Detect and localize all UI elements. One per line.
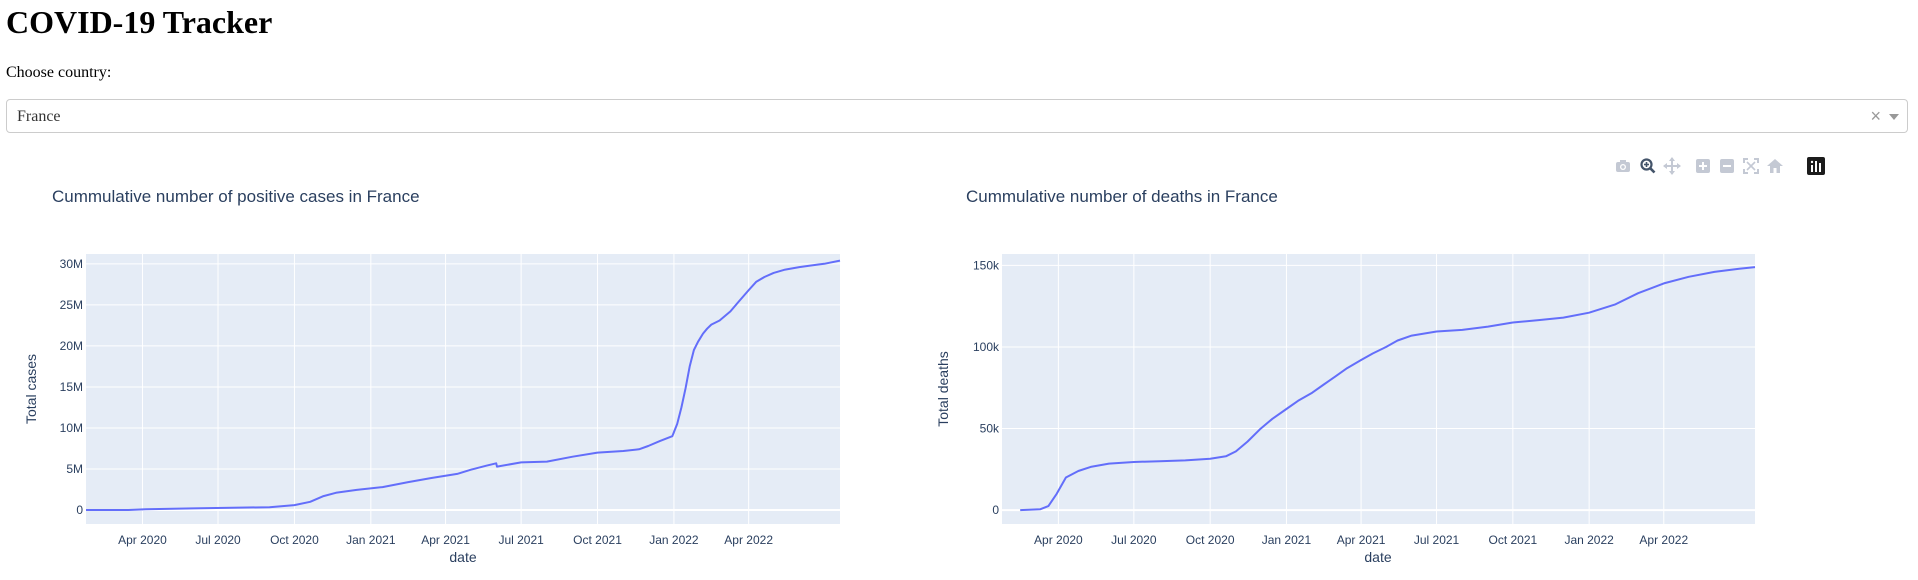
zoom-out-icon[interactable] [1717,156,1737,176]
plotly-logo-icon[interactable] [1806,156,1826,176]
y-tick-label: 10M [60,421,83,435]
autoscale-icon[interactable] [1741,156,1761,176]
y-tick-label: 15M [60,380,83,394]
cases-series-line [86,259,841,511]
x-tick-label: Apr 2020 [118,533,167,547]
x-tick-label: Jan 2021 [1262,533,1312,547]
x-axis-title: date [1364,549,1391,565]
x-tick-label: Oct 2021 [573,533,622,547]
x-tick-label: Jan 2022 [1564,533,1614,547]
x-tick-label: Jul 2020 [195,533,241,547]
x-tick-label: Oct 2020 [270,533,319,547]
plot-area[interactable] [86,254,840,524]
deaths-chart: Cummulative number of deaths in France A… [935,187,1756,565]
plot-area[interactable] [1002,254,1755,524]
reset-axes-icon[interactable] [1765,156,1785,176]
zoom-in-icon[interactable] [1693,156,1713,176]
x-axis-title: date [449,549,476,565]
y-tick-label: 150k [973,258,1000,272]
x-tick-label: Apr 2022 [1639,533,1688,547]
y-axis-title: Total cases [23,354,39,424]
zoom-icon[interactable] [1638,156,1658,176]
x-tick-label: Jan 2021 [346,533,396,547]
x-tick-label: Jan 2022 [649,533,699,547]
deaths-series-line [1020,266,1756,512]
x-tick-label: Oct 2021 [1488,533,1537,547]
cases-chart: Cummulative number of positive cases in … [23,187,841,565]
y-tick-label: 25M [60,298,83,312]
y-tick-label: 30M [60,257,83,271]
country-label: Choose country: [6,64,112,81]
chart-title: Cummulative number of positive cases in … [52,187,420,206]
camera-icon[interactable] [1613,156,1633,176]
y-axis-title: Total deaths [935,351,951,427]
y-tick-label: 50k [980,422,1000,436]
x-tick-label: Jul 2021 [1414,533,1460,547]
x-tick-label: Jul 2021 [498,533,544,547]
x-tick-label: Apr 2021 [421,533,470,547]
y-tick-label: 0 [992,503,999,517]
chevron-down-icon[interactable] [1889,114,1899,120]
x-tick-label: Apr 2020 [1034,533,1083,547]
selected-country: France [17,108,61,125]
y-tick-label: 5M [66,462,83,476]
y-tick-label: 100k [973,340,1000,354]
pan-icon[interactable] [1662,156,1682,176]
x-tick-label: Oct 2020 [1186,533,1235,547]
country-dropdown[interactable]: France × [6,99,1908,133]
y-tick-label: 0 [76,503,83,517]
x-tick-label: Apr 2022 [724,533,773,547]
x-tick-label: Jul 2020 [1111,533,1157,547]
chart-title: Cummulative number of deaths in France [966,187,1278,206]
x-tick-label: Apr 2021 [1337,533,1386,547]
page-title: COVID-19 Tracker [6,4,273,40]
y-tick-label: 20M [60,339,83,353]
clear-icon[interactable]: × [1870,106,1881,126]
